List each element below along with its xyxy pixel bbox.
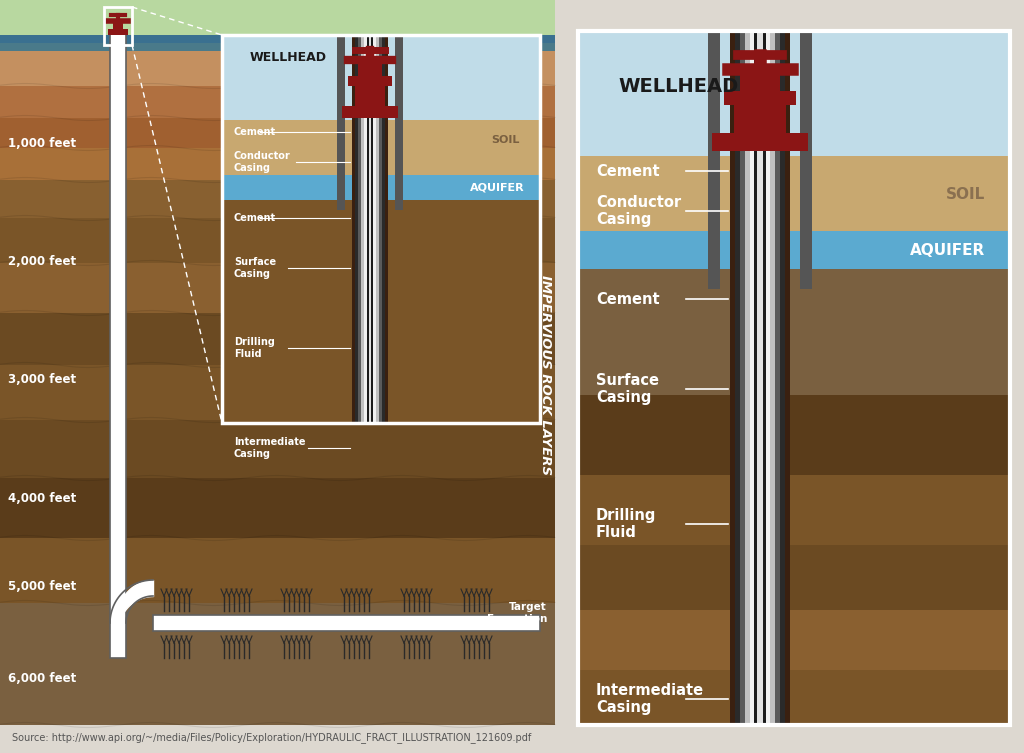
Text: Cement: Cement [234, 213, 276, 223]
Text: 1,000 feet: 1,000 feet [8, 136, 76, 150]
Text: Cement: Cement [596, 291, 659, 306]
Bar [578, 269, 1010, 395]
Bar [358, 60, 382, 76]
Bar [578, 395, 1010, 475]
Bar [578, 670, 1010, 725]
Bar [108, 29, 128, 35]
Text: Conductor
Casing: Conductor Casing [234, 151, 291, 172]
Bar [578, 31, 1010, 725]
Bar [578, 156, 1010, 231]
Bar [355, 86, 385, 106]
Bar [578, 31, 1010, 725]
Bar [0, 218, 555, 263]
Text: 4,000 feet: 4,000 feet [8, 492, 76, 505]
Text: WELLHEAD: WELLHEAD [618, 77, 738, 96]
Bar [153, 615, 540, 631]
Bar [0, 420, 555, 478]
Bar [0, 86, 555, 118]
Text: Intermediate
Casing: Intermediate Casing [596, 683, 705, 715]
Bar [348, 76, 392, 86]
Bar [578, 545, 1010, 610]
Bar [104, 7, 132, 45]
Bar [0, 263, 555, 313]
Text: AQUIFER: AQUIFER [909, 242, 985, 258]
Text: 2,000 feet: 2,000 feet [8, 255, 76, 267]
Bar [578, 475, 1010, 545]
Bar [367, 35, 373, 423]
Bar [395, 35, 403, 210]
Bar [110, 33, 126, 658]
Bar [358, 35, 382, 423]
Text: AQUIFER: AQUIFER [470, 182, 525, 193]
Bar [754, 31, 766, 725]
Bar [337, 35, 345, 210]
Bar [0, 25, 555, 43]
Bar [800, 31, 812, 289]
Bar [222, 175, 540, 200]
Bar [113, 21, 123, 29]
Bar [0, 478, 555, 538]
Text: Surface
Casing: Surface Casing [596, 373, 659, 405]
Bar [0, 180, 555, 218]
Text: SOIL: SOIL [492, 135, 520, 145]
Bar [369, 35, 371, 423]
Bar [730, 31, 790, 725]
Bar [361, 35, 379, 423]
Text: WELLHEAD: WELLHEAD [250, 50, 327, 63]
Bar [0, 0, 555, 35]
Bar [352, 35, 388, 423]
Text: Target
Formation: Target Formation [486, 602, 547, 623]
Text: Intermediate
Casing: Intermediate Casing [234, 437, 305, 459]
Text: 5,000 feet: 5,000 feet [8, 581, 76, 593]
Text: Cement: Cement [596, 163, 659, 178]
Bar [735, 31, 785, 725]
Text: Drilling
Fluid: Drilling Fluid [596, 508, 656, 540]
Bar [0, 51, 555, 86]
Text: Surface
Casing: Surface Casing [234, 258, 276, 279]
Bar [578, 610, 1010, 670]
Text: Source: http://www.api.org/~/media/Files/Policy/Exploration/HYDRAULIC_FRACT_ILLU: Source: http://www.api.org/~/media/Files… [12, 732, 531, 743]
Bar [0, 313, 555, 365]
Bar [0, 365, 555, 420]
Bar [0, 603, 555, 725]
Text: 6,000 feet: 6,000 feet [8, 672, 76, 684]
Bar [0, 43, 555, 51]
Text: Drilling
Fluid: Drilling Fluid [234, 337, 274, 358]
Bar [740, 31, 780, 725]
Text: Conductor
Casing: Conductor Casing [596, 195, 681, 227]
Bar [757, 31, 763, 725]
Bar [0, 148, 555, 180]
Bar [222, 35, 540, 423]
Bar [578, 231, 1010, 269]
Bar [342, 106, 398, 118]
Bar [712, 133, 808, 151]
Bar [724, 91, 796, 105]
Text: SOIL: SOIL [946, 187, 985, 202]
Bar [708, 31, 720, 289]
Bar [222, 35, 540, 120]
Text: IMPERVIOUS ROCK LAYERS: IMPERVIOUS ROCK LAYERS [540, 275, 553, 475]
Bar [734, 105, 786, 133]
Bar [750, 31, 770, 725]
Bar [745, 31, 775, 725]
Bar [222, 120, 540, 175]
Bar [0, 538, 555, 603]
Bar [0, 35, 555, 43]
Text: Cement: Cement [234, 127, 276, 137]
Bar [0, 118, 555, 148]
Bar [222, 35, 540, 423]
Bar [740, 69, 780, 91]
Bar [355, 35, 385, 423]
Bar [364, 35, 376, 423]
Text: 3,000 feet: 3,000 feet [8, 373, 76, 386]
Bar [578, 31, 1010, 156]
